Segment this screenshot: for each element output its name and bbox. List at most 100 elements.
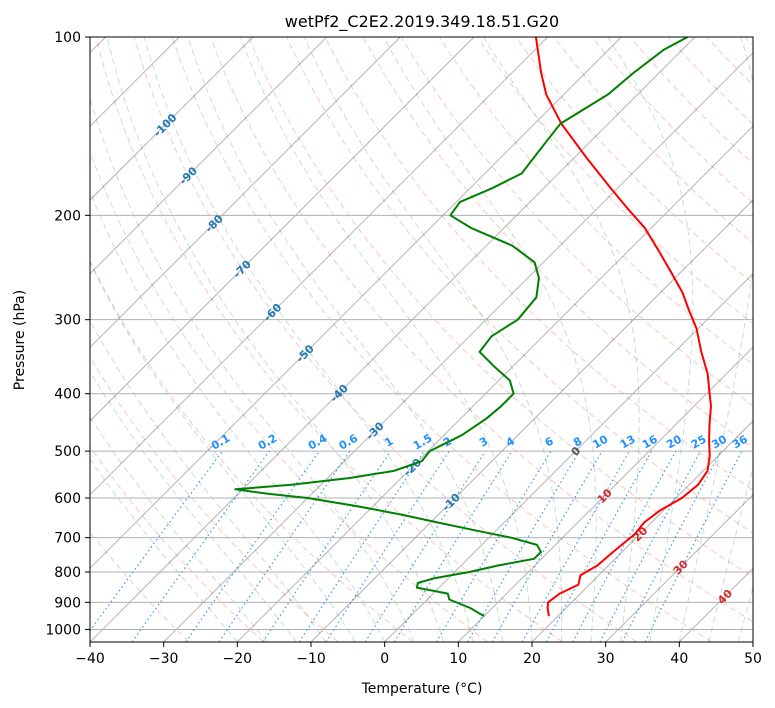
y-tick-label: 300 <box>54 313 81 329</box>
mixing-ratio-line <box>545 450 653 642</box>
moist-adiabat-line <box>90 319 327 642</box>
isotherm-line <box>90 37 622 570</box>
isotherm-line <box>457 346 753 642</box>
mixing-ratio-line <box>185 450 320 642</box>
x-tick-label: −10 <box>296 651 326 667</box>
y-tick-label: 1000 <box>45 622 81 638</box>
y-tick-label: 600 <box>54 491 81 507</box>
moist-adiabat-line <box>90 96 415 642</box>
isotherm-line <box>90 37 475 422</box>
mixing-ratio-label: 10 <box>591 432 611 451</box>
y-tick-label: 700 <box>54 531 81 547</box>
isotherm-line <box>752 641 753 642</box>
dry-adiabat-line <box>668 37 753 125</box>
y-axis-label: Pressure (hPa) <box>12 290 28 390</box>
dry-adiabat-line <box>171 37 712 642</box>
dry-adiabat-label: -50 <box>294 342 317 365</box>
x-tick-label: 20 <box>523 651 541 667</box>
mixing-ratio-line <box>364 450 486 642</box>
dry-adiabat-line <box>90 259 414 642</box>
moist-adiabat-line <box>90 370 297 642</box>
dry-adiabat-line <box>553 37 753 244</box>
dewpoint-profile-line <box>234 37 689 618</box>
dry-adiabat-line <box>248 37 753 578</box>
isotherm-line <box>90 37 401 349</box>
mixing-ratio-label: 1.5 <box>411 432 434 453</box>
mixing-ratio-line <box>466 450 580 642</box>
moist-adiabat-line <box>187 37 503 642</box>
dry-adiabat-line <box>591 37 753 204</box>
x-tick-label: 30 <box>597 651 615 667</box>
mixing-ratio-line <box>435 450 552 642</box>
chart-title: wetPf2_C2E2.2019.349.18.51.G20 <box>285 12 559 32</box>
moist-adiabat-line <box>90 458 238 642</box>
mixing-ratio-label: 13 <box>618 433 638 452</box>
y-tick-label: 200 <box>54 208 81 224</box>
x-tick-label: 10 <box>449 651 467 667</box>
dry-adiabat-label: 40 <box>715 587 735 607</box>
isotherm-line <box>531 420 753 642</box>
dry-adiabat-line <box>210 37 753 623</box>
moist-adiabat-line <box>303 37 563 642</box>
dry-adiabat-line <box>95 37 563 642</box>
isotherm-line <box>163 51 753 642</box>
mixing-ratio-label: 0.1 <box>209 432 232 453</box>
moist-adiabat-line <box>708 466 753 642</box>
moist-adiabat-line <box>239 37 533 642</box>
isotherm-line <box>605 493 753 642</box>
moist-adiabat-line <box>106 37 445 642</box>
temperature-profile-line <box>534 37 712 617</box>
mixing-ratio-line <box>393 450 513 642</box>
y-tick-label: 100 <box>54 30 81 46</box>
x-axis-label: Temperature (°C) <box>361 681 483 697</box>
x-tick-label: −40 <box>75 651 105 667</box>
x-tick-label: 0 <box>380 651 389 667</box>
mixing-ratio-line <box>599 450 702 642</box>
dry-adiabat-line <box>286 37 753 534</box>
moist-adiabat-line <box>90 260 356 642</box>
isotherm-line <box>236 125 753 642</box>
x-tick-label: 40 <box>670 651 688 667</box>
mixing-ratio-label: 30 <box>709 432 729 451</box>
dry-adiabat-line <box>133 37 638 642</box>
dry-adiabat-label: 10 <box>595 486 615 506</box>
dry-adiabat-label: -10 <box>440 491 463 514</box>
mixing-ratio-line <box>90 450 223 632</box>
mixing-ratio-line <box>325 450 450 642</box>
mixing-ratio-label: 6 <box>543 434 556 449</box>
isotherm-line <box>90 37 696 642</box>
dry-adiabat-line <box>515 37 753 284</box>
mixing-ratio-label: 25 <box>689 433 709 452</box>
isotherm-line <box>90 37 328 275</box>
y-tick-label: 400 <box>54 387 81 403</box>
mixing-ratio-line <box>298 450 425 642</box>
mixing-ratio-label: 16 <box>640 432 660 451</box>
mixing-ratio-label: 3 <box>477 435 490 450</box>
mixing-ratio-line <box>572 450 677 642</box>
isotherm-line <box>678 567 753 642</box>
moist-adiabat-line <box>737 585 753 642</box>
isotherm-line <box>310 199 753 642</box>
moist-adiabat-line <box>678 37 753 642</box>
moist-adiabat-line <box>143 37 474 642</box>
moist-adiabat-line <box>90 416 268 642</box>
plot-frame <box>89 36 754 643</box>
moist-adiabat-line <box>607 37 694 642</box>
dry-adiabat-line <box>90 445 264 642</box>
dry-adiabat-line <box>744 37 753 47</box>
y-tick-label: 900 <box>54 595 81 611</box>
isotherm-line <box>384 272 753 642</box>
mixing-ratio-label: 0.4 <box>306 431 330 452</box>
dry-adiabat-line <box>706 37 753 86</box>
y-tick-label: 800 <box>54 565 81 581</box>
moist-adiabat-line <box>383 37 597 642</box>
mixing-ratio-label: 36 <box>730 432 750 451</box>
x-tick-label: 50 <box>744 651 762 667</box>
moist-adiabat-line <box>482 37 640 642</box>
mixing-ratio-line <box>131 450 270 642</box>
mixing-ratio-label: 1 <box>382 435 395 450</box>
x-tick-label: −30 <box>149 651 179 667</box>
dry-adiabat-line <box>324 37 753 491</box>
y-tick-label: 500 <box>54 444 81 460</box>
